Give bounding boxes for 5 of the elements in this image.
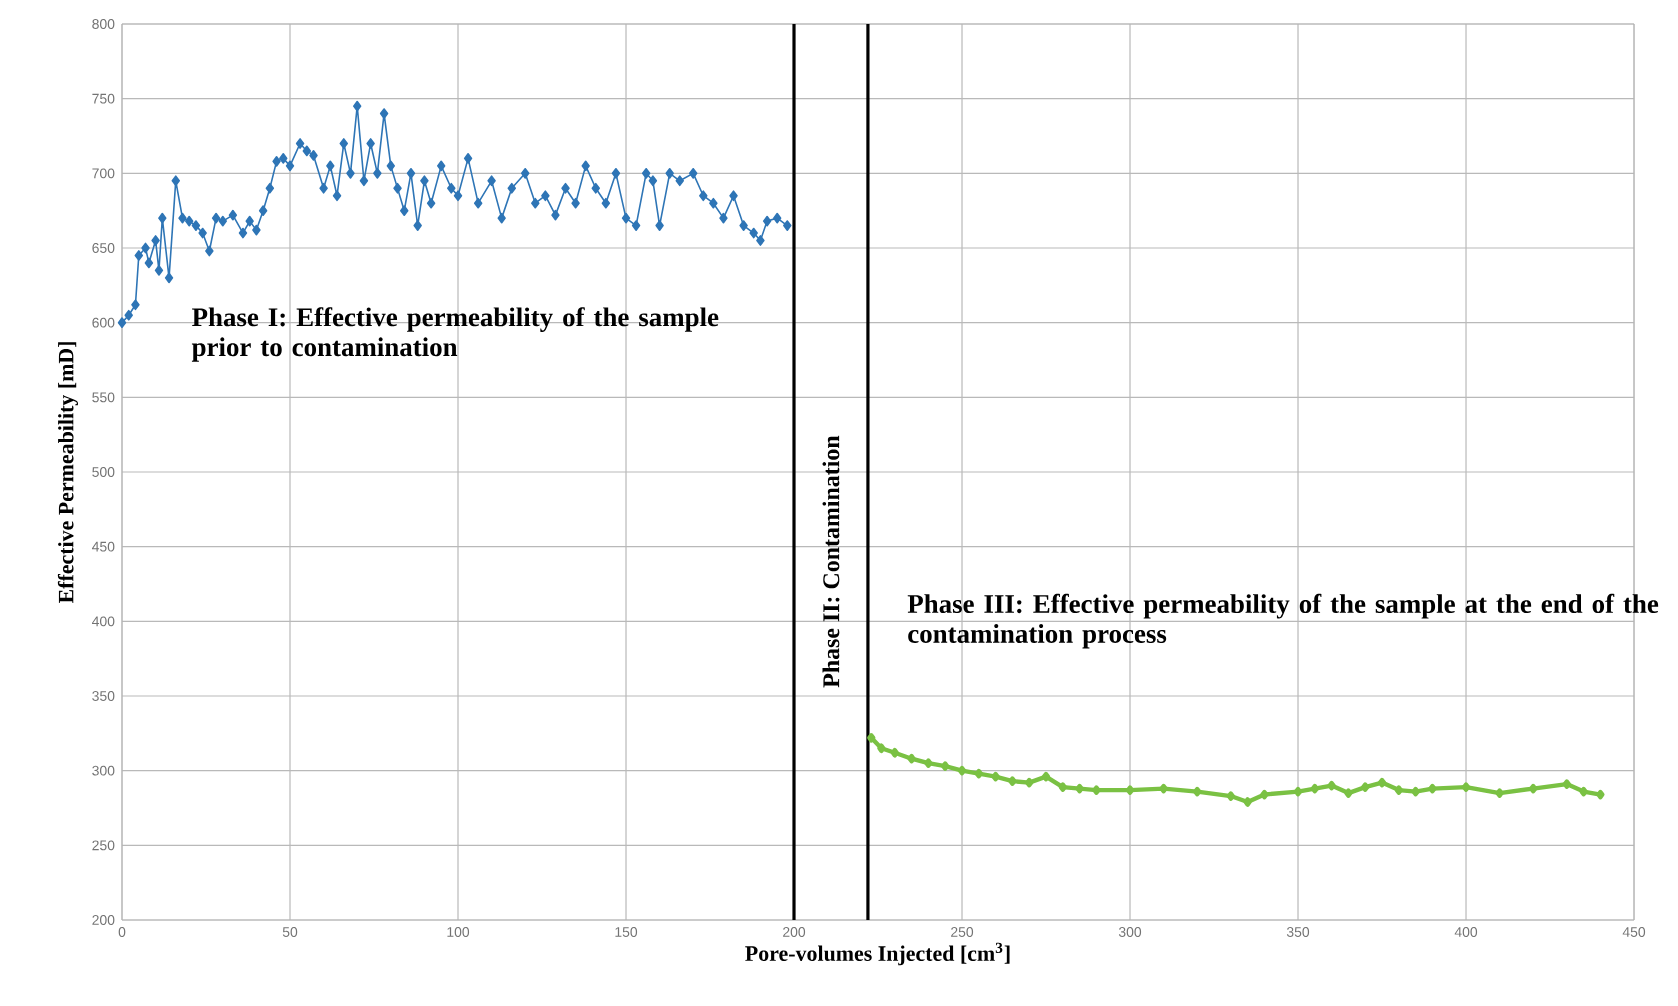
y-axis-title: Effective Permeability [mD] — [57, 342, 78, 604]
x-axis-title: Pore-volumes Injected [cm$^{3}$] — [745, 942, 1010, 966]
annotation: Phase I: Effective permeability of the sample prior to contamination — [191, 307, 719, 362]
annotation: Phase III: Effective permeability of the sample at the end of the contamination process — [907, 593, 1659, 649]
ref-line-label: Phase II: Contamination — [822, 435, 840, 688]
